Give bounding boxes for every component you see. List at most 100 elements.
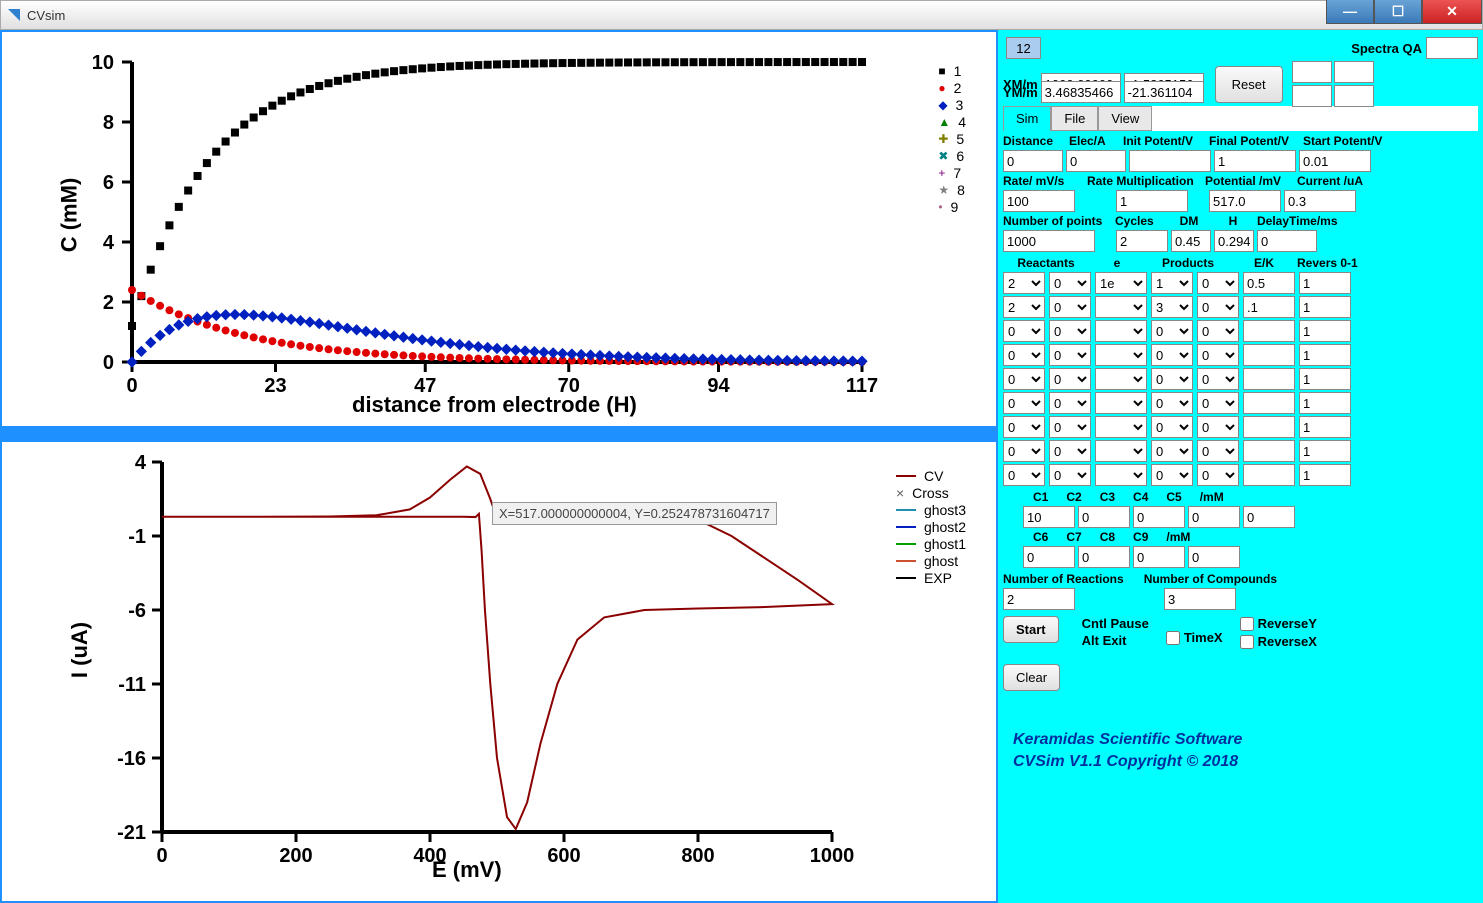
p2-select-0[interactable]: 0 [1197, 272, 1239, 294]
p2-select-8[interactable]: 0 [1197, 464, 1239, 486]
ek-input-5[interactable] [1243, 392, 1295, 414]
rev-input-8[interactable] [1299, 464, 1351, 486]
ek-input-4[interactable] [1243, 368, 1295, 390]
r1-select-7[interactable]: 0 [1003, 440, 1045, 462]
final-potent-input[interactable] [1214, 150, 1296, 172]
tab-sim[interactable]: Sim [1003, 106, 1051, 131]
r1-select-3[interactable]: 0 [1003, 344, 1045, 366]
e-select-1[interactable] [1095, 296, 1147, 318]
aux-input-1[interactable] [1292, 61, 1332, 83]
c6-input[interactable] [1023, 546, 1075, 568]
rate-input[interactable] [1003, 190, 1075, 212]
p1-select-8[interactable]: 0 [1151, 464, 1193, 486]
clear-button[interactable]: Clear [1003, 664, 1060, 691]
r2-select-8[interactable]: 0 [1049, 464, 1091, 486]
close-button[interactable]: ✕ [1422, 0, 1482, 24]
e-select-5[interactable] [1095, 392, 1147, 414]
aux-input-2[interactable] [1334, 61, 1374, 83]
r2-select-0[interactable]: 0 [1049, 272, 1091, 294]
rev-input-4[interactable] [1299, 368, 1351, 390]
rev-input-6[interactable] [1299, 416, 1351, 438]
spectra-value-input[interactable] [1006, 37, 1041, 59]
r2-select-4[interactable]: 0 [1049, 368, 1091, 390]
ek-input-2[interactable] [1243, 320, 1295, 342]
ek-input-1[interactable] [1243, 296, 1295, 318]
r2-select-6[interactable]: 0 [1049, 416, 1091, 438]
r1-select-6[interactable]: 0 [1003, 416, 1045, 438]
aux-input-3[interactable] [1292, 85, 1332, 107]
p2-select-1[interactable]: 0 [1197, 296, 1239, 318]
r2-select-2[interactable]: 0 [1049, 320, 1091, 342]
c7-input[interactable] [1078, 546, 1130, 568]
init-potent-input[interactable] [1129, 150, 1211, 172]
p2-select-3[interactable]: 0 [1197, 344, 1239, 366]
rev-input-0[interactable] [1299, 272, 1351, 294]
p1-select-2[interactable]: 0 [1151, 320, 1193, 342]
r1-select-8[interactable]: 0 [1003, 464, 1045, 486]
aux-input-4[interactable] [1334, 85, 1374, 107]
r2-select-5[interactable]: 0 [1049, 392, 1091, 414]
c9-input[interactable] [1188, 546, 1240, 568]
e-select-3[interactable] [1095, 344, 1147, 366]
p2-select-5[interactable]: 0 [1197, 392, 1239, 414]
r2-select-7[interactable]: 0 [1049, 440, 1091, 462]
tab-file[interactable]: File [1051, 106, 1098, 131]
r1-select-0[interactable]: 2 [1003, 272, 1045, 294]
ek-input-3[interactable] [1243, 344, 1295, 366]
rev-input-1[interactable] [1299, 296, 1351, 318]
e-select-6[interactable] [1095, 416, 1147, 438]
eleca-input[interactable] [1066, 150, 1126, 172]
ek-input-0[interactable] [1243, 272, 1295, 294]
c3-input[interactable] [1133, 506, 1185, 528]
ek-input-6[interactable] [1243, 416, 1295, 438]
ek-input-8[interactable] [1243, 464, 1295, 486]
nreact-input[interactable] [1003, 588, 1075, 610]
c2-input[interactable] [1078, 506, 1130, 528]
tab-view[interactable]: View [1098, 106, 1152, 131]
p2-select-2[interactable]: 0 [1197, 320, 1239, 342]
p1-select-5[interactable]: 0 [1151, 392, 1193, 414]
r2-select-3[interactable]: 0 [1049, 344, 1091, 366]
h-input[interactable] [1214, 230, 1254, 252]
start-potent-input[interactable] [1299, 150, 1371, 172]
r2-select-1[interactable]: 0 [1049, 296, 1091, 318]
e-select-8[interactable] [1095, 464, 1147, 486]
e-select-4[interactable] [1095, 368, 1147, 390]
p1-select-3[interactable]: 0 [1151, 344, 1193, 366]
c5-input[interactable] [1243, 506, 1295, 528]
distance-input[interactable] [1003, 150, 1063, 172]
p2-select-7[interactable]: 0 [1197, 440, 1239, 462]
e-select-2[interactable] [1095, 320, 1147, 342]
c1-input[interactable] [1023, 506, 1075, 528]
r1-select-4[interactable]: 0 [1003, 368, 1045, 390]
c8-input[interactable] [1133, 546, 1185, 568]
timex-checkbox[interactable] [1166, 631, 1180, 645]
c4-input[interactable] [1188, 506, 1240, 528]
ek-input-7[interactable] [1243, 440, 1295, 462]
p2-select-6[interactable]: 0 [1197, 416, 1239, 438]
cycles-input[interactable] [1116, 230, 1168, 252]
r1-select-1[interactable]: 2 [1003, 296, 1045, 318]
spectra-qa-input[interactable] [1426, 37, 1478, 59]
rev-input-2[interactable] [1299, 320, 1351, 342]
potential-input[interactable] [1209, 190, 1281, 212]
current-input[interactable] [1284, 190, 1356, 212]
start-button[interactable]: Start [1003, 616, 1059, 643]
p2-select-4[interactable]: 0 [1197, 368, 1239, 390]
rev-input-5[interactable] [1299, 392, 1351, 414]
dm-input[interactable] [1171, 230, 1211, 252]
p1-select-0[interactable]: 1 [1151, 272, 1193, 294]
p1-select-4[interactable]: 0 [1151, 368, 1193, 390]
rev-input-3[interactable] [1299, 344, 1351, 366]
delay-input[interactable] [1257, 230, 1317, 252]
r1-select-5[interactable]: 0 [1003, 392, 1045, 414]
ncomp-input[interactable] [1164, 588, 1236, 610]
maximize-button[interactable]: ☐ [1374, 0, 1422, 24]
reset-button[interactable]: Reset [1215, 66, 1283, 103]
p1-select-6[interactable]: 0 [1151, 416, 1193, 438]
rev-input-7[interactable] [1299, 440, 1351, 462]
minimize-button[interactable]: — [1326, 0, 1374, 24]
npts-input[interactable] [1003, 230, 1095, 252]
reversex-checkbox[interactable] [1240, 635, 1254, 649]
ym-input-1[interactable] [1041, 81, 1121, 103]
